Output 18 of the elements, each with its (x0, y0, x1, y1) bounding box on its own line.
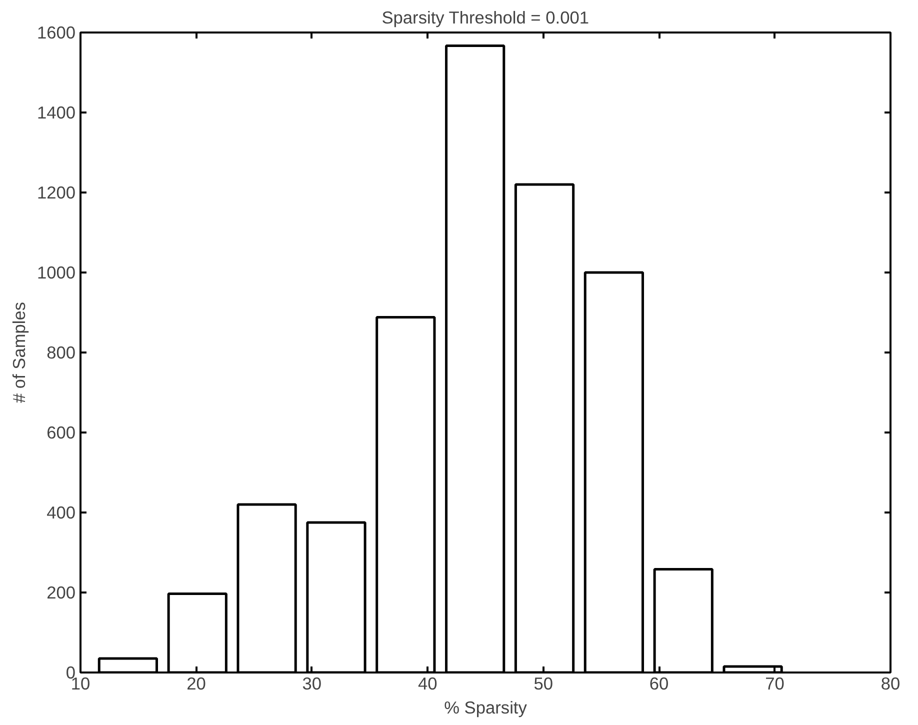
y-tick-label: 1400 (36, 102, 76, 122)
x-axis-title: % Sparsity (444, 698, 528, 718)
x-tick-label: 60 (649, 674, 669, 694)
x-tick-label: 20 (186, 674, 206, 694)
y-tick-label: 600 (46, 422, 76, 442)
y-axis-title: # of Samples (8, 302, 29, 404)
x-tick-label: 70 (765, 674, 784, 694)
y-tick-label: 800 (46, 342, 76, 362)
x-tick-label: 30 (302, 674, 322, 694)
x-tick-label: 80 (880, 674, 900, 694)
y-tick-label: 200 (46, 582, 76, 602)
y-tick-label: 400 (46, 502, 76, 522)
x-tick-label: 50 (534, 674, 553, 694)
y-tick-label: 1200 (36, 182, 76, 202)
x-tick-label: 40 (418, 674, 438, 694)
y-tick-label: 1000 (36, 262, 76, 282)
y-tick-label: 1600 (36, 22, 76, 42)
chart-title: Sparsity Threshold = 0.001 (382, 8, 589, 28)
